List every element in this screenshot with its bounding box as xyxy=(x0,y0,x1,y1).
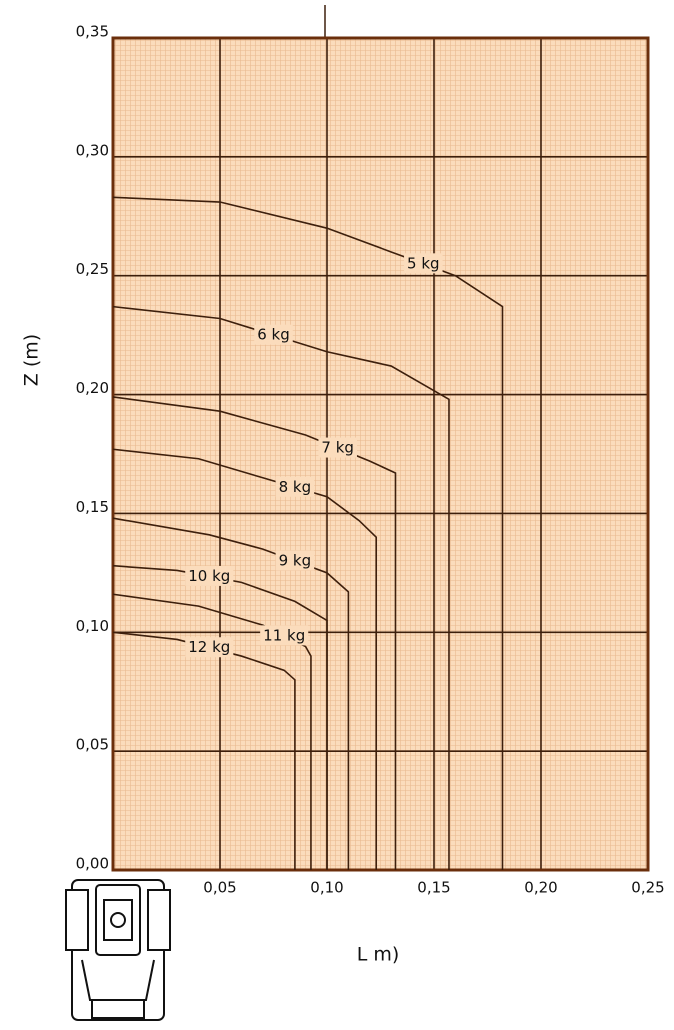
y-tick-label: 0,10 xyxy=(76,617,109,635)
curve-label: 12 kg xyxy=(188,638,230,656)
y-tick-label: 0,05 xyxy=(76,736,109,754)
load-curve xyxy=(112,631,296,870)
y-axis-label: Z (m) xyxy=(21,334,43,386)
plot-area xyxy=(113,38,648,870)
curve-label-bg xyxy=(254,324,293,345)
curve-label: 8 kg xyxy=(279,478,312,496)
y-tick-label: 0,25 xyxy=(76,260,109,278)
y-tick-label: 0,00 xyxy=(76,855,109,873)
curve-label: 5 kg xyxy=(407,254,440,272)
y-tick-label: 0,20 xyxy=(76,379,109,397)
curve-label-bg xyxy=(275,476,315,497)
curve-label: 7 kg xyxy=(321,439,354,457)
x-tick-label: 0,05 xyxy=(203,879,236,897)
curve-label: 10 kg xyxy=(188,567,230,585)
y-tick-label: 0,30 xyxy=(76,141,109,159)
x-tick-label: 0,10 xyxy=(310,879,343,897)
x-axis-label: L m) xyxy=(357,944,400,966)
x-tick-label: 0,15 xyxy=(417,879,450,897)
curve-label: 11 kg xyxy=(263,626,305,644)
load-curve xyxy=(112,564,328,870)
curve-label-bg xyxy=(185,637,234,658)
curve-label: 6 kg xyxy=(257,326,290,344)
x-tick-label: 0,20 xyxy=(524,879,557,897)
load-curve xyxy=(112,448,378,870)
y-tick-label: 0,35 xyxy=(76,23,109,41)
curve-label-bg xyxy=(275,550,315,571)
x-tick-label: 0,25 xyxy=(631,879,664,897)
curve-label-bg xyxy=(318,437,357,458)
load-curve xyxy=(112,305,450,870)
curve-label-bg xyxy=(185,565,234,586)
y-tick-label: 0,15 xyxy=(76,498,109,516)
curve-label-bg xyxy=(404,253,443,274)
load-curve xyxy=(112,196,504,870)
curve-label: 9 kg xyxy=(279,551,312,569)
robot-icon xyxy=(65,879,171,1021)
curve-label-bg xyxy=(260,625,309,646)
plot-border xyxy=(111,36,650,872)
